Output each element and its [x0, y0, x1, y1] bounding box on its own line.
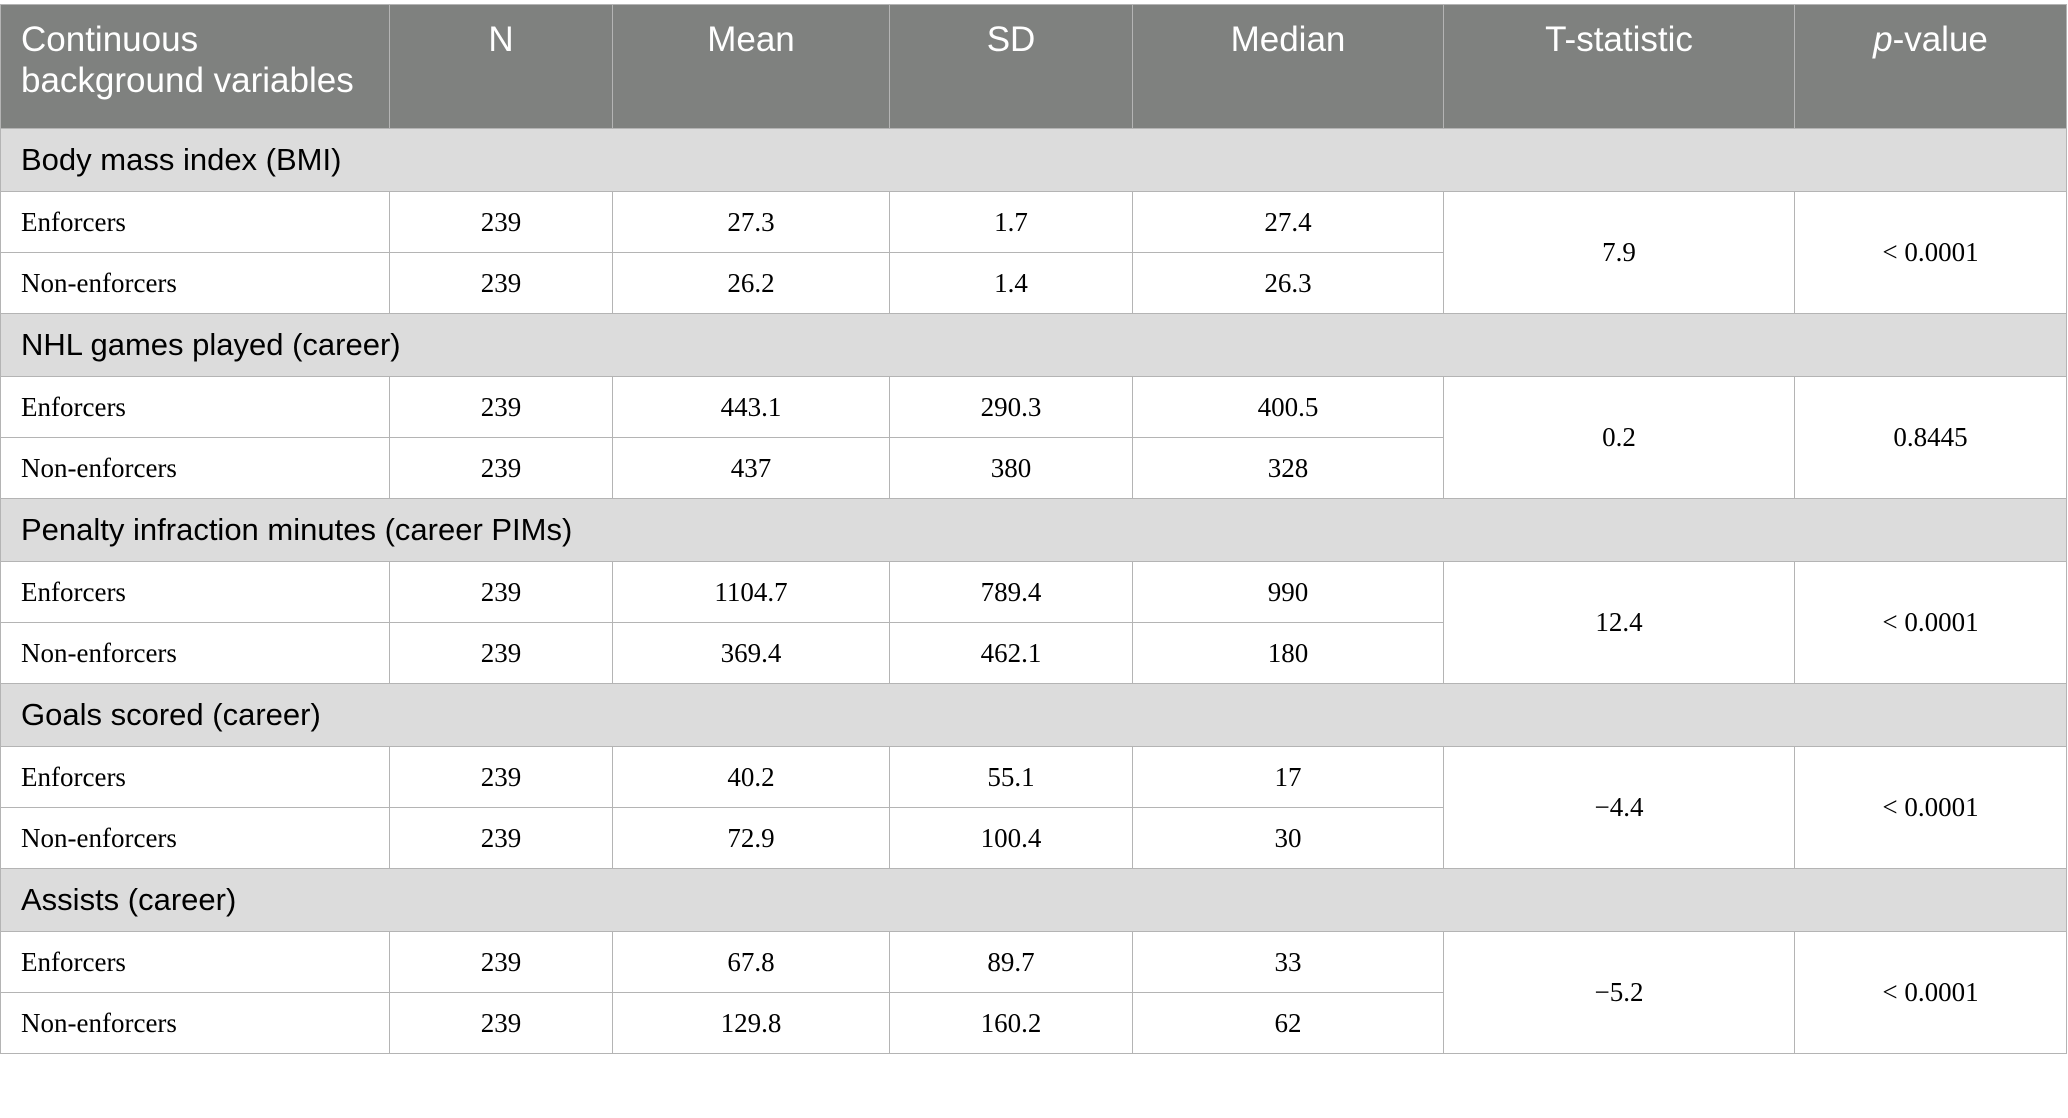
cell: 27.4	[1132, 191, 1444, 253]
cell: 239	[389, 931, 613, 993]
group-row: Body mass index (BMI)	[0, 128, 2067, 192]
column-header: SD	[889, 4, 1133, 129]
cell: 55.1	[889, 746, 1133, 808]
t-statistic: −4.4	[1443, 746, 1795, 869]
row-label: Non-enforcers	[0, 437, 390, 499]
group-title: NHL games played (career)	[0, 313, 2067, 377]
group-row: NHL games played (career)	[0, 313, 2067, 377]
cell: 27.3	[612, 191, 890, 253]
p-value: < 0.0001	[1794, 746, 2067, 869]
cell: 990	[1132, 561, 1444, 623]
cell: 400.5	[1132, 376, 1444, 438]
row-label: Enforcers	[0, 931, 390, 993]
column-header: Mean	[612, 4, 890, 129]
cell: 239	[389, 746, 613, 808]
data-row: Non-enforcers 239 129.8 160.2 62	[0, 992, 2067, 1054]
cell: 789.4	[889, 561, 1133, 623]
cell: 369.4	[612, 622, 890, 684]
cell: 180	[1132, 622, 1444, 684]
cell: 72.9	[612, 807, 890, 869]
group-row: Penalty infraction minutes (career PIMs)	[0, 498, 2067, 562]
row-label: Enforcers	[0, 191, 390, 253]
column-header: p-value	[1794, 4, 2067, 129]
cell: 239	[389, 807, 613, 869]
cell: 26.3	[1132, 252, 1444, 314]
cell: 30	[1132, 807, 1444, 869]
cell: 89.7	[889, 931, 1133, 993]
group-title: Assists (career)	[0, 868, 2067, 932]
cell: 239	[389, 376, 613, 438]
data-row: Enforcers 239 1104.7 789.4 990 12.4 < 0.0001	[0, 561, 2067, 684]
page: {"table": { "columns": ["Continuous back…	[0, 4, 2068, 1118]
column-header: N	[389, 4, 613, 129]
cell: 239	[389, 252, 613, 314]
data-row: Non-enforcers 239 72.9 100.4 30	[0, 807, 2067, 869]
cell: 239	[389, 561, 613, 623]
column-header: T-statistic	[1443, 4, 1795, 129]
row-label: Enforcers	[0, 376, 390, 438]
cell: 1104.7	[612, 561, 890, 623]
row-label: Enforcers	[0, 561, 390, 623]
cell: 239	[389, 437, 613, 499]
column-header: Median	[1132, 4, 1444, 129]
group-title: Body mass index (BMI)	[0, 128, 2067, 192]
cell: 462.1	[889, 622, 1133, 684]
cell: 239	[389, 191, 613, 253]
cell: 1.4	[889, 252, 1133, 314]
cell: 26.2	[612, 252, 890, 314]
p-value: < 0.0001	[1794, 191, 2067, 314]
row-label: Non-enforcers	[0, 622, 390, 684]
cell: 443.1	[612, 376, 890, 438]
p-value: < 0.0001	[1794, 561, 2067, 684]
header-text: -value	[1892, 20, 1988, 59]
cell: 17	[1132, 746, 1444, 808]
group-title: Penalty infraction minutes (career PIMs)	[0, 498, 2067, 562]
cell: 437	[612, 437, 890, 499]
p-value: < 0.0001	[1794, 931, 2067, 1054]
cell: 239	[389, 992, 613, 1054]
data-row: Enforcers 239 443.1 290.3 400.5 0.2 0.8445	[0, 376, 2067, 499]
header-row: Continuous background variables N Mean SD Me…	[0, 4, 2067, 129]
row-label: Non-enforcers	[0, 992, 390, 1054]
cell: 380	[889, 437, 1133, 499]
group-row: Assists (career)	[0, 868, 2067, 932]
cell: 100.4	[889, 807, 1133, 869]
group-row: Goals scored (career)	[0, 683, 2067, 747]
cell: 1.7	[889, 191, 1133, 253]
header-italic: p	[1873, 20, 1893, 59]
cell: 129.8	[612, 992, 890, 1054]
row-label: Non-enforcers	[0, 807, 390, 869]
data-row: Enforcers 239 27.3 1.7 27.4 7.9 < 0.0001	[0, 191, 2067, 314]
data-table: Continuous background variables N Mean SD Me…	[0, 4, 2067, 1054]
data-row: Non-enforcers 239 369.4 462.1 180	[0, 622, 2067, 684]
t-statistic: −5.2	[1443, 931, 1795, 1054]
cell: 40.2	[612, 746, 890, 808]
cell: 67.8	[612, 931, 890, 993]
group-title: Goals scored (career)	[0, 683, 2067, 747]
t-statistic: 0.2	[1443, 376, 1795, 499]
t-statistic: 12.4	[1443, 561, 1795, 684]
row-label: Non-enforcers	[0, 252, 390, 314]
cell: 239	[389, 622, 613, 684]
data-row: Non-enforcers 239 437 380 328	[0, 437, 2067, 499]
row-label: Enforcers	[0, 746, 390, 808]
t-statistic: 7.9	[1443, 191, 1795, 314]
column-header: Continuous background variables	[0, 4, 390, 129]
data-row: Enforcers 239 67.8 89.7 33 −5.2 < 0.0001	[0, 931, 2067, 1054]
p-value: 0.8445	[1794, 376, 2067, 499]
cell: 62	[1132, 992, 1444, 1054]
data-row: Enforcers 239 40.2 55.1 17 −4.4 < 0.0001	[0, 746, 2067, 869]
cell: 328	[1132, 437, 1444, 499]
cell: 33	[1132, 931, 1444, 993]
cell: 290.3	[889, 376, 1133, 438]
cell: 160.2	[889, 992, 1133, 1054]
